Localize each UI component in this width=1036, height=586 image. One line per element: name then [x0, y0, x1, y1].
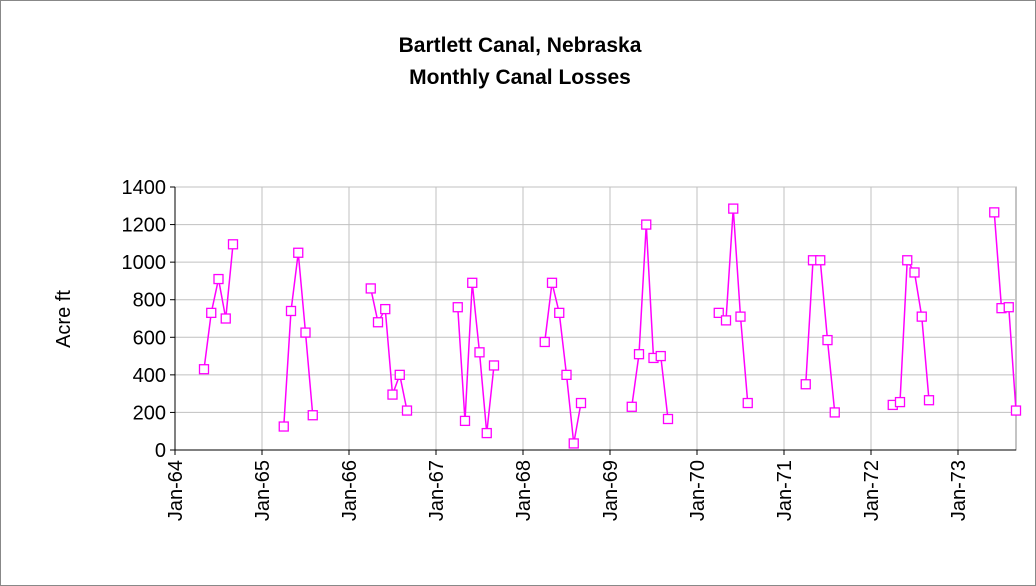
data-point: [394, 369, 405, 381]
y-tick-label: 1200: [122, 215, 167, 237]
data-point: [474, 347, 485, 358]
data-point: [822, 334, 833, 346]
data-point: [300, 327, 311, 338]
data-point: [401, 405, 413, 416]
x-tick-label: Jan-66: [339, 460, 361, 521]
data-point: [894, 396, 906, 408]
chart-title: Bartlett Canal, Nebraska: [399, 34, 642, 57]
data-point: [568, 438, 579, 449]
plot-area: [174, 186, 1017, 451]
data-point: [829, 407, 840, 418]
data-point: [742, 397, 753, 409]
data-point: [641, 219, 652, 230]
data-point: [481, 427, 492, 439]
data-point: [800, 379, 811, 390]
data-point: [387, 389, 398, 400]
data-point: [380, 303, 391, 315]
x-tick-label: Jan-71: [774, 460, 796, 521]
data-point: [662, 413, 674, 425]
data-point: [902, 255, 913, 266]
x-tick-label: Jan-70: [687, 460, 709, 521]
data-point: [735, 311, 746, 322]
data-point: [728, 203, 739, 214]
data-point: [459, 415, 471, 427]
data-point: [220, 313, 231, 324]
data-point: [452, 302, 463, 313]
data-point: [1010, 405, 1022, 416]
data-point: [720, 315, 732, 326]
y-tick-label: 1000: [122, 252, 167, 274]
data-point: [365, 283, 376, 294]
data-point: [213, 273, 224, 285]
x-tick-label: Jan-72: [861, 460, 883, 521]
data-point: [916, 311, 927, 322]
data-point: [546, 277, 558, 288]
data-point: [575, 397, 587, 409]
chart-subtitle: Monthly Canal Losses: [409, 66, 631, 89]
x-tick-label: Jan-69: [600, 460, 622, 521]
data-point: [561, 369, 572, 381]
data-point: [198, 364, 210, 375]
y-tick-label: 200: [133, 402, 166, 424]
data-point: [467, 277, 478, 288]
data-point: [909, 267, 920, 278]
y-tick-label: 400: [133, 365, 166, 387]
data-point: [293, 247, 304, 258]
x-tick-label: Jan-68: [513, 460, 535, 521]
data-point: [307, 410, 318, 421]
data-point: [713, 307, 724, 319]
y-tick-label: 600: [133, 327, 166, 349]
x-tick-label: Jan-64: [165, 460, 187, 521]
data-point: [1003, 302, 1014, 313]
x-tick-label: Jan-65: [252, 460, 274, 521]
data-point: [923, 395, 935, 406]
y-axis-label: Acre ft: [53, 290, 75, 348]
data-point: [626, 401, 637, 412]
data-point: [554, 307, 565, 319]
y-tick-label: 1400: [122, 177, 167, 199]
data-point: [278, 421, 289, 432]
y-tick-label: 800: [133, 290, 166, 312]
data-point: [655, 350, 666, 362]
data-point: [539, 336, 550, 348]
y-tick-label: 0: [155, 440, 166, 462]
data-point: [372, 317, 384, 328]
data-point: [633, 349, 645, 360]
data-point: [206, 307, 217, 319]
x-tick-label: Jan-73: [948, 460, 970, 521]
data-point: [989, 207, 1000, 218]
data-point: [815, 255, 826, 266]
data-point: [488, 360, 500, 371]
x-tick-label: Jan-67: [426, 460, 448, 521]
data-point: [227, 239, 239, 250]
data-point: [285, 305, 297, 317]
